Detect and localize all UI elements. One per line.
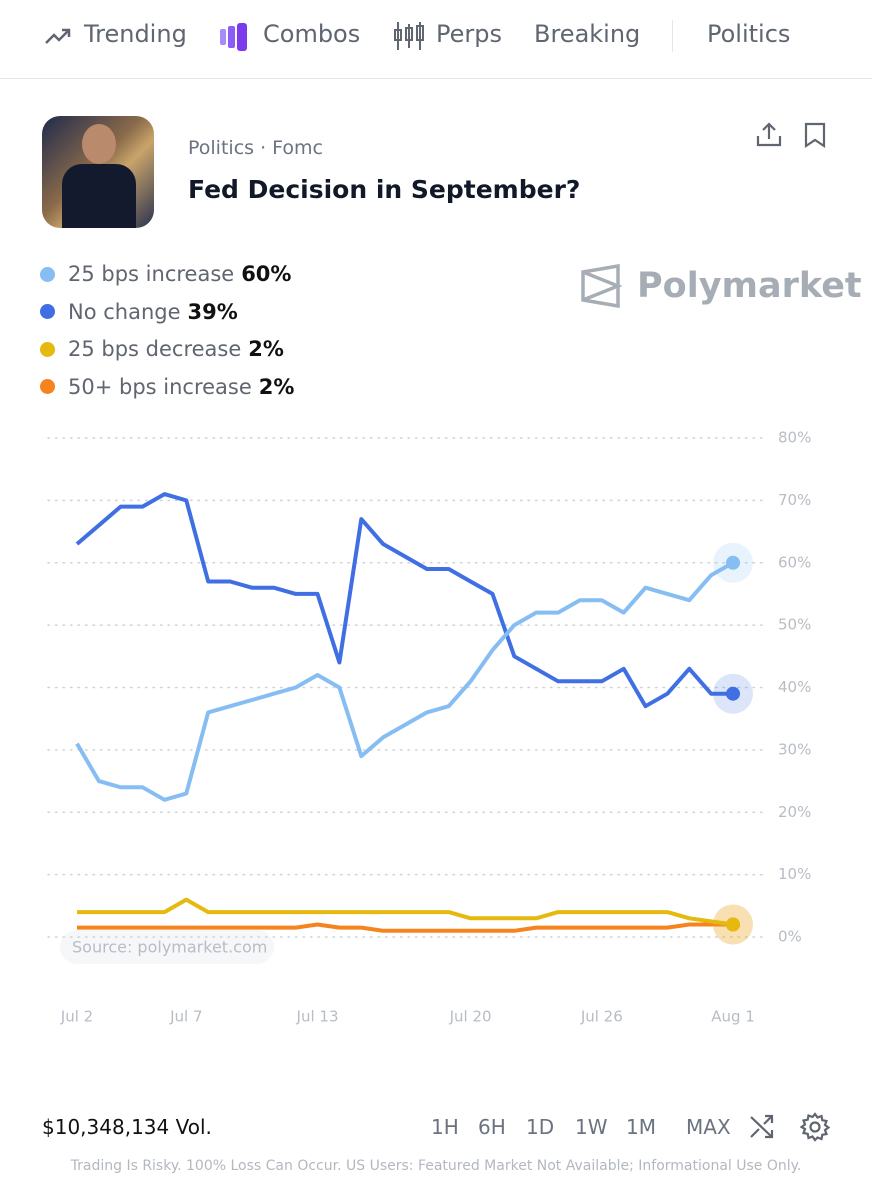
x-tick-label: Aug 1 [711, 1008, 755, 1026]
y-tick-label: 40% [778, 678, 811, 696]
legend-dot [40, 341, 55, 357]
disclaimer: Trading Is Risky. 100% Loss Can Occur. U… [70, 1158, 802, 1174]
brand-logo [581, 264, 622, 308]
legend-item: No change 39% [40, 300, 238, 324]
legend-dot [40, 304, 55, 319]
series-line [75, 492, 733, 709]
y-tick-label: 10% [778, 865, 811, 883]
legend-dot [40, 266, 55, 282]
trending-icon [45, 28, 71, 44]
range-button[interactable]: 1W [575, 1115, 608, 1139]
legend-name: 25 bps increase [68, 262, 235, 286]
x-tick-label: Jul 2 [60, 1008, 93, 1026]
end-point [726, 555, 740, 570]
market-title: Fed Decision in September? [188, 175, 581, 204]
x-tick-label: Jul 13 [296, 1008, 339, 1026]
legend-value: 2% [248, 337, 284, 361]
y-tick-label: 50% [778, 616, 811, 634]
chart: Source: polymarket.com 0% 10% 20% 30% 40% 50%… [47, 429, 811, 1026]
market-image [42, 116, 154, 228]
share-button[interactable] [755, 121, 783, 149]
range-button[interactable]: 1D [526, 1115, 555, 1139]
legend-name: No change [68, 299, 181, 324]
range-button[interactable]: MAX [686, 1115, 731, 1139]
perps-icon [394, 22, 424, 50]
shuffle-button[interactable] [748, 1113, 776, 1141]
legend-name: 25 bps decrease [68, 337, 242, 361]
nav-item[interactable]: Politics [707, 20, 791, 48]
range-button[interactable]: 1M [626, 1115, 656, 1139]
legend-value: 39% [187, 299, 238, 324]
nav-item[interactable]: Breaking [534, 20, 641, 48]
y-tick-label: 30% [778, 740, 811, 758]
market-category: Politics · Fomc [188, 137, 323, 159]
legend-item: 50+ bps increase 2% [40, 375, 294, 399]
y-tick-label: 20% [778, 803, 811, 821]
nav-bar: Trending Combos Perps Breaking Politics [0, 0, 872, 79]
legend-value: 60% [241, 262, 292, 286]
volume: $10,348,134 Vol. [42, 1115, 212, 1139]
x-tick-label: Jul 7 [169, 1008, 202, 1026]
series-line [75, 561, 734, 802]
nav-item[interactable]: Combos [263, 20, 361, 48]
legend-name: 50+ bps increase [68, 374, 252, 399]
legend-dot [40, 379, 55, 394]
end-point [726, 917, 740, 932]
y-tick-label: 0% [778, 928, 802, 946]
legend-value: 2% [258, 374, 295, 399]
settings-button[interactable] [800, 1112, 830, 1142]
source-badge [60, 930, 274, 964]
y-tick-label: 60% [778, 553, 811, 571]
source-label: Source: polymarket.com [72, 938, 267, 957]
x-tick-label: Jul 26 [580, 1008, 623, 1026]
range-button[interactable]: 6H [478, 1115, 506, 1139]
combos-icon [220, 23, 247, 51]
legend-item: 25 bps increase 60% [40, 262, 291, 286]
x-tick-label: Jul 20 [449, 1008, 492, 1026]
divider [672, 20, 673, 52]
range-button[interactable]: 1H [431, 1115, 459, 1139]
y-tick-label: 80% [778, 429, 811, 447]
bookmark-button[interactable] [803, 121, 827, 149]
series-line [77, 897, 734, 927]
y-tick-label: 70% [778, 491, 811, 509]
nav-item[interactable]: Perps [436, 20, 502, 48]
end-point [726, 686, 740, 701]
legend-item: 25 bps decrease 2% [40, 337, 284, 361]
brand-watermark: Polymarket [637, 266, 862, 306]
series-line [77, 922, 733, 933]
nav-item[interactable]: Trending [84, 20, 187, 48]
